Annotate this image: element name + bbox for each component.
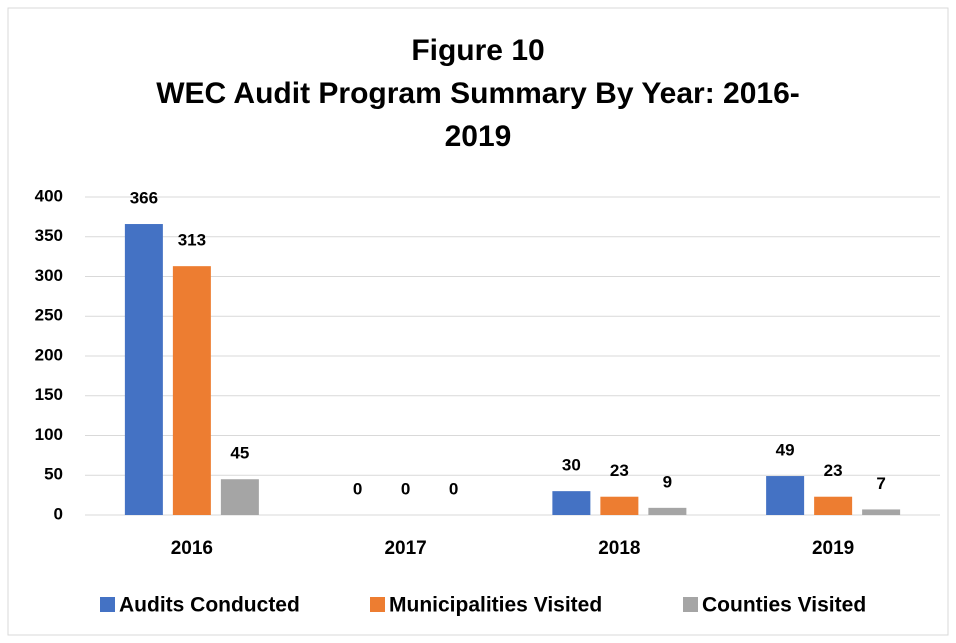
bar — [172, 266, 211, 515]
legend-swatch — [100, 597, 115, 612]
data-label: 23 — [824, 461, 843, 480]
chart-title: WEC Audit Program Summary By Year: 2016- — [156, 77, 800, 110]
x-tick-label: 2018 — [598, 538, 640, 559]
bar — [600, 496, 639, 515]
y-tick-label: 0 — [54, 504, 63, 523]
y-tick-label: 200 — [35, 345, 63, 364]
data-label: 0 — [353, 479, 362, 498]
legend-label: Audits Conducted — [119, 594, 300, 617]
data-label: 9 — [663, 472, 672, 491]
data-label: 23 — [610, 461, 629, 480]
data-label: 30 — [562, 456, 581, 475]
y-tick-label: 50 — [44, 465, 63, 484]
data-label: 0 — [449, 479, 458, 498]
data-label: 49 — [776, 441, 795, 460]
chart-title: Figure 10 — [411, 34, 544, 67]
y-tick-label: 350 — [35, 226, 63, 245]
data-label: 366 — [130, 189, 158, 208]
legend-swatch — [370, 597, 385, 612]
bar — [814, 496, 853, 515]
x-tick-label: 2019 — [812, 538, 854, 559]
legend-label: Municipalities Visited — [389, 594, 602, 617]
bar — [124, 224, 163, 515]
data-label: 45 — [230, 444, 249, 463]
data-label: 0 — [401, 479, 410, 498]
bar — [220, 479, 259, 515]
legend-label: Counties Visited — [702, 594, 866, 617]
bar — [862, 509, 901, 515]
bar — [552, 491, 591, 515]
x-tick-label: 2016 — [171, 538, 213, 559]
y-tick-label: 100 — [35, 425, 63, 444]
y-tick-label: 250 — [35, 306, 63, 325]
chart-title: 2019 — [445, 120, 512, 153]
data-label: 313 — [178, 231, 206, 250]
y-tick-label: 150 — [35, 385, 63, 404]
y-tick-label: 300 — [35, 266, 63, 285]
bar — [648, 507, 687, 515]
legend-swatch — [683, 597, 698, 612]
chart-border — [7, 7, 949, 636]
x-tick-label: 2017 — [384, 538, 426, 559]
data-label: 7 — [876, 474, 885, 493]
y-tick-label: 400 — [35, 186, 63, 205]
bar — [766, 476, 805, 515]
